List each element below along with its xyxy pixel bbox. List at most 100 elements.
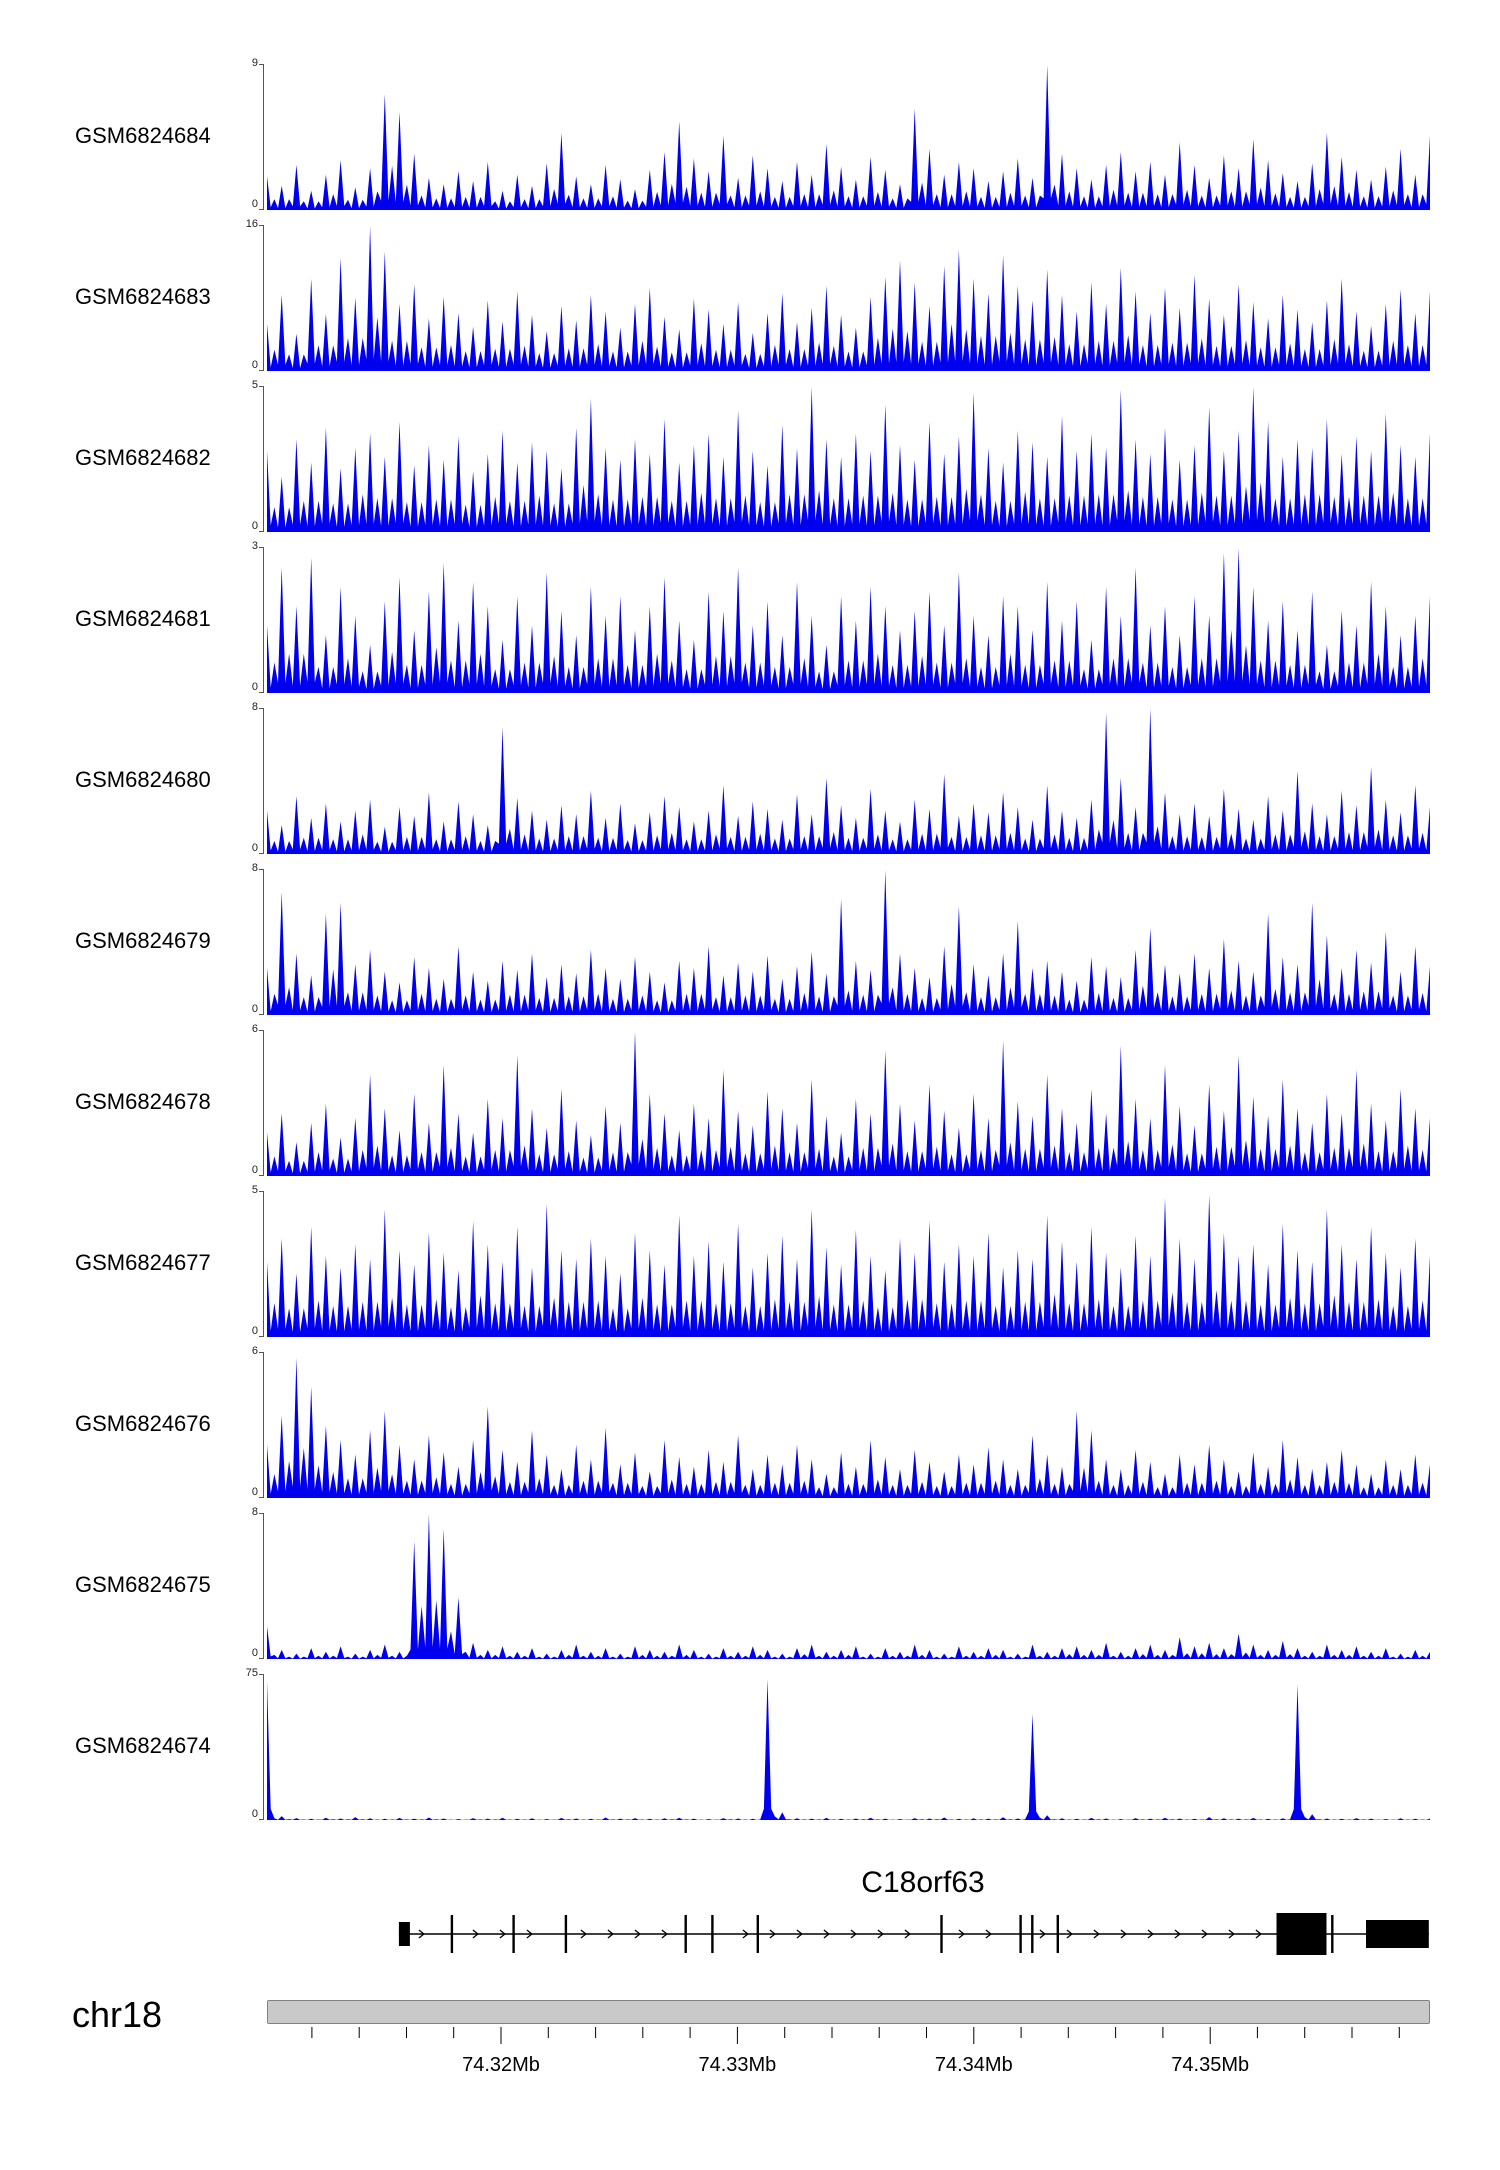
strand-arrow-icon <box>661 1929 668 1939</box>
strand-arrow-icon <box>985 1929 992 1939</box>
strand-arrow-icon <box>742 1929 749 1939</box>
gene-exon-tick <box>564 1915 568 1953</box>
y-axis-top-tick <box>259 1030 263 1031</box>
strand-arrow-icon <box>958 1929 965 1939</box>
y-axis-top-tick <box>259 547 263 548</box>
y-zero-label: 0 <box>251 1486 258 1498</box>
coverage-plot <box>267 548 1430 693</box>
gene-exon-tick <box>940 1915 943 1953</box>
y-zero-label: 0 <box>251 1003 258 1015</box>
strand-arrow-icon <box>1147 1929 1154 1939</box>
y-axis-bottom-tick <box>259 853 263 854</box>
y-max-label: 8 <box>251 701 258 713</box>
strand-arrow-icon <box>1228 1929 1235 1939</box>
y-axis-line <box>263 1513 264 1659</box>
y-max-label: 16 <box>245 218 258 230</box>
y-axis-top-tick <box>259 1513 263 1514</box>
strand-arrow-icon <box>877 1929 884 1939</box>
y-max-label: 6 <box>251 1345 258 1357</box>
gene-model-track <box>398 1913 1429 1955</box>
y-max-label: 8 <box>251 1506 258 1518</box>
gene-wide-exon <box>1276 1913 1327 1955</box>
gene-exon-tick <box>711 1915 714 1953</box>
signal-track: GSM6824678 6 0 <box>0 1023 1500 1176</box>
coverage-area <box>267 1031 1430 1176</box>
track-label: GSM6824680 <box>75 767 211 792</box>
coverage-area <box>267 1678 1430 1820</box>
signal-track: GSM6824675 8 0 <box>0 1506 1500 1659</box>
strand-arrow-icon <box>607 1929 614 1939</box>
gene-exon-tick <box>684 1915 687 1953</box>
track-label: GSM6824675 <box>75 1572 211 1597</box>
signal-track: GSM6824681 3 0 <box>0 540 1500 693</box>
track-label: GSM6824674 <box>75 1733 211 1758</box>
signal-track: GSM6824682 5 0 <box>0 379 1500 532</box>
strand-arrow-icon <box>418 1929 425 1939</box>
y-zero-label: 0 <box>251 1164 258 1176</box>
y-axis-bottom-tick <box>259 1175 263 1176</box>
y-axis-top-tick <box>259 1352 263 1353</box>
coverage-plot <box>267 1357 1430 1498</box>
strand-arrow-icon <box>1174 1929 1181 1939</box>
y-zero-label: 0 <box>251 198 258 210</box>
y-axis-line <box>263 869 264 1015</box>
y-max-label: 8 <box>251 862 258 874</box>
y-axis-bottom-tick <box>259 1497 263 1498</box>
coverage-plot <box>267 870 1430 1015</box>
gene-exon-tick <box>1331 1915 1334 1953</box>
strand-arrow-icon <box>472 1929 479 1939</box>
gene-exon-tick <box>1031 1915 1034 1953</box>
signal-track: GSM6824684 9 0 <box>0 57 1500 210</box>
track-label: GSM6824678 <box>75 1089 211 1114</box>
coverage-plot <box>267 1678 1430 1820</box>
y-max-label: 9 <box>251 57 258 69</box>
strand-arrow-icon <box>1066 1929 1073 1939</box>
strand-arrow-icon <box>769 1929 776 1939</box>
coverage-area <box>267 1514 1430 1659</box>
signal-track: GSM6824683 16 0 <box>0 218 1500 371</box>
y-zero-label: 0 <box>251 1808 258 1820</box>
y-axis-top-tick <box>259 225 263 226</box>
strand-arrow-icon <box>1201 1929 1208 1939</box>
coverage-area <box>267 65 1430 210</box>
signal-track: GSM6824674 75 0 <box>0 1667 1500 1820</box>
y-axis-line <box>263 1030 264 1176</box>
y-zero-label: 0 <box>251 359 258 371</box>
gene-exon-tick <box>512 1915 515 1953</box>
chromosome-ideogram <box>267 2000 1430 2024</box>
y-axis-line <box>263 547 264 693</box>
coverage-area <box>267 387 1430 532</box>
coverage-area <box>267 1357 1430 1498</box>
coverage-area <box>267 1194 1430 1337</box>
y-axis-bottom-tick <box>259 370 263 371</box>
signal-track: GSM6824677 5 0 <box>0 1184 1500 1337</box>
y-zero-label: 0 <box>251 842 258 854</box>
y-axis-line <box>263 386 264 532</box>
coverage-area <box>267 870 1430 1015</box>
y-max-label: 75 <box>245 1667 258 1679</box>
coverage-plot <box>267 226 1430 371</box>
strand-arrow-icon <box>526 1929 533 1939</box>
gene-wide-exon <box>1366 1920 1429 1948</box>
y-max-label: 5 <box>251 379 258 391</box>
track-label: GSM6824684 <box>75 123 211 148</box>
y-axis-line <box>263 1191 264 1337</box>
y-zero-label: 0 <box>251 681 258 693</box>
y-axis-line <box>263 64 264 210</box>
y-axis-top-tick <box>259 1191 263 1192</box>
strand-arrow-icon <box>1255 1929 1262 1939</box>
track-label: GSM6824676 <box>75 1411 211 1436</box>
strand-arrow-icon <box>1093 1929 1100 1939</box>
gene-exon-tick <box>1019 1915 1022 1953</box>
y-axis-line <box>263 1674 264 1820</box>
signal-track: GSM6824680 8 0 <box>0 701 1500 854</box>
coverage-plot <box>267 65 1430 210</box>
y-axis-top-tick <box>259 708 263 709</box>
y-axis-line <box>263 1352 264 1498</box>
y-axis-top-tick <box>259 64 263 65</box>
gene-name-label: C18orf63 <box>861 1866 985 1899</box>
coverage-plot <box>267 709 1430 854</box>
y-zero-label: 0 <box>251 520 258 532</box>
y-axis-bottom-tick <box>259 1014 263 1015</box>
